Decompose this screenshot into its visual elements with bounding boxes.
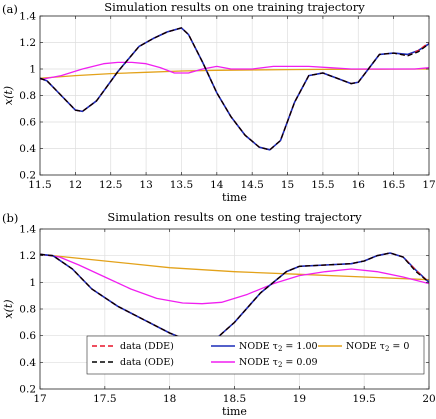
y-axis-label: x(t): [2, 86, 15, 105]
legend-box: [86, 335, 425, 375]
y-tick-label: 0.8: [19, 304, 36, 316]
x-tick-label: 19: [293, 393, 306, 405]
x-tick-label: 16.5: [382, 179, 405, 191]
x-tick-label: 16: [352, 179, 366, 191]
panel-tag: (b): [2, 211, 18, 225]
y-tick-label: 0.6: [19, 117, 36, 129]
x-tick-label: 17.5: [93, 393, 116, 405]
legend-label-dde: data (DDE): [120, 341, 174, 352]
series-line-ode: [40, 252, 429, 343]
y-tick-label: 0.2: [19, 170, 36, 182]
y-tick-label: 1: [29, 277, 36, 289]
x-tick-label: 15.5: [311, 179, 334, 191]
panel-tag: (a): [2, 2, 18, 16]
x-tick-label: 12.5: [99, 179, 122, 191]
series-line-node_0: [40, 253, 429, 281]
legend: data (DDE) NODE τ2 = 1.00 NODE τ2 = 0 data …: [86, 335, 425, 375]
x-tick-label: 19.5: [352, 393, 375, 405]
x-tick-label: 17: [33, 393, 46, 405]
x-axis-label: time: [222, 191, 247, 204]
legend-label-node_100: NODE τ2 = 1.00: [239, 341, 318, 353]
x-tick-label: 14.5: [240, 179, 263, 191]
y-tick-label: 1.4: [19, 224, 36, 236]
y-tick-label: 0.8: [19, 90, 36, 102]
chart-title: Simulation results on one testing trajec…: [107, 210, 362, 224]
y-axis-label: x(t): [2, 299, 15, 318]
y-tick-label: 1.2: [19, 250, 36, 262]
x-tick-label: 13.5: [170, 179, 193, 191]
chart-title: Simulation results on one training traje…: [104, 0, 365, 14]
series-group: [40, 27, 429, 151]
x-tick-label: 18.5: [223, 393, 246, 405]
series-line-node_009: [40, 253, 429, 305]
series-line-ode: [40, 27, 429, 151]
series-line-node_009: [40, 61, 429, 81]
x-axis-label: time: [222, 405, 247, 418]
x-tick-label: 20: [422, 393, 435, 405]
x-tick-label: 17: [422, 179, 435, 191]
legend-label-node_009: NODE τ2 = 0.09: [239, 357, 318, 369]
y-tick-label: 1: [29, 64, 36, 76]
x-tick-label: 12: [69, 179, 82, 191]
x-tick-label: 13: [139, 179, 152, 191]
series-group: [40, 252, 429, 344]
y-tick-label: 0.2: [19, 384, 36, 396]
x-tick-label: 18: [163, 393, 176, 405]
x-tick-label: 11.5: [28, 179, 51, 191]
x-tick-label: 14: [210, 179, 224, 191]
panel-a: (a) Simulation results on one training tr…: [2, 0, 436, 204]
y-tick-label: 1.2: [19, 37, 36, 49]
legend-label-node_0: NODE τ2 = 0: [346, 341, 409, 353]
x-tick-label: 15: [281, 179, 294, 191]
y-tick-label: 0.6: [19, 330, 36, 342]
y-tick-label: 1.4: [19, 11, 36, 23]
legend-label-ode: data (ODE): [120, 357, 174, 368]
y-tick-label: 0.4: [19, 143, 36, 155]
panel-b: (b) Simulation results on one testing tra…: [2, 210, 436, 418]
y-tick-label: 0.4: [19, 357, 36, 369]
